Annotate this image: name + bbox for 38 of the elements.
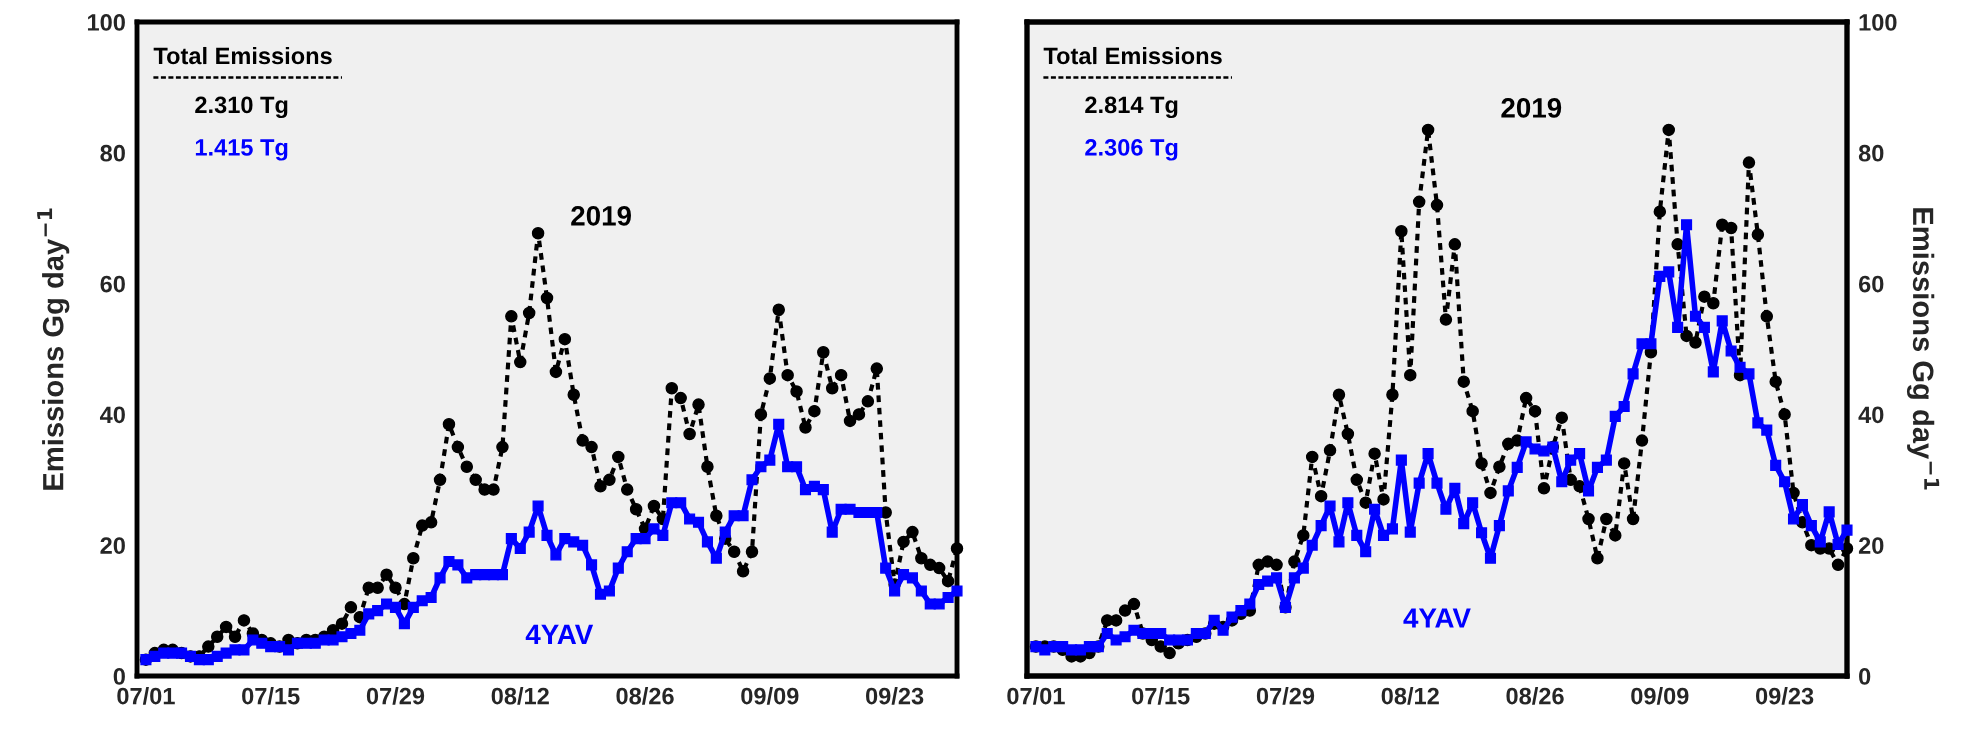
annotation: 1.415 Tg	[195, 139, 288, 161]
x-tick-label: 08/12	[1381, 687, 1439, 705]
y-axis-title: Emissions Gg day$^{−1}$	[37, 208, 70, 490]
x-tick-label: 07/29	[1256, 687, 1315, 705]
annotation: 2.310 Tg	[195, 96, 288, 119]
x-tick-label: 08/26	[616, 687, 674, 705]
text: 2019	[1501, 98, 1562, 118]
y2-tick-label: 60	[1858, 275, 1884, 293]
y-tick-label: 60	[100, 275, 125, 293]
x-tick-label: 07/01	[117, 687, 175, 705]
y-tick-label: 0	[113, 668, 125, 685]
annotation: Total Emissions	[1043, 46, 1222, 65]
y-tick-label: 80	[100, 144, 125, 162]
x-tick-label: 07/15	[242, 687, 300, 705]
y-tick-label: 40	[99, 406, 125, 424]
y2-tick-label: 100	[1859, 14, 1897, 31]
x-tick-label: 08/26	[1506, 687, 1564, 705]
y2-axis-title: Emissions Gg day$^{−1}$	[1906, 208, 1940, 490]
x-tick-label: 09/09	[1631, 687, 1689, 705]
y2-tick-label: 40	[1858, 406, 1884, 424]
y-tick-label: 100	[87, 14, 125, 31]
x-tick-label: 08/12	[491, 687, 549, 705]
x-tick-label: 07/01	[1007, 687, 1065, 705]
y2-tick-label: 20	[1858, 537, 1884, 554]
annotation: 2.814 Tg	[1085, 96, 1178, 119]
series-label: 4YAV	[1403, 608, 1471, 628]
x-tick-label: 09/09	[741, 687, 799, 705]
annotation: 2.306 Tg	[1085, 139, 1178, 161]
x-tick-label: 09/23	[1756, 687, 1814, 705]
y2-tick-label: 0	[1859, 668, 1871, 685]
y2-tick-label: 80	[1858, 144, 1884, 162]
x-tick-label: 07/15	[1132, 687, 1190, 705]
series-label: 2019	[571, 205, 631, 226]
y-tick-label: 20	[100, 537, 125, 554]
x-tick-label: 09/23	[866, 687, 924, 705]
x-tick-label: 07/29	[366, 687, 425, 705]
series-label: 4YAV	[525, 624, 594, 644]
annotation: Total Emissions	[153, 46, 332, 65]
